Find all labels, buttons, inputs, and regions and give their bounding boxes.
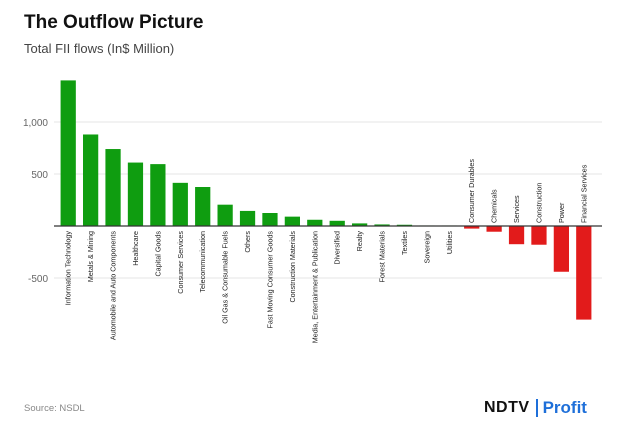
bar [239, 210, 256, 226]
category-label: Financial Services [579, 164, 588, 223]
category-label: Textiles [400, 231, 409, 255]
category-label: Media, Entertainment & Publication [310, 231, 319, 343]
bar [83, 134, 99, 226]
category-label: Diversified [333, 231, 342, 265]
bar [553, 226, 569, 272]
category-label: Realty [355, 231, 364, 252]
category-label: Others [243, 231, 252, 253]
bar [396, 224, 413, 226]
category-label: Services [512, 195, 521, 223]
category-label: Metals & Mining [86, 231, 95, 282]
chart-title: The Outflow Picture [24, 12, 204, 33]
bar [172, 182, 188, 226]
category-label: Chemicals [490, 189, 499, 223]
bar [105, 149, 121, 226]
bar [127, 162, 144, 226]
bar [576, 226, 592, 320]
category-label: Construction Materials [288, 231, 297, 303]
category-label: Information Technology [64, 231, 73, 306]
category-label: Capital Goods [153, 231, 162, 277]
bar [329, 220, 345, 226]
category-label: Sovereign [422, 231, 431, 263]
category-label: Telecommunication [198, 231, 207, 293]
y-tick-label: -500 [28, 274, 48, 285]
bar [486, 226, 502, 232]
bar [262, 213, 278, 226]
category-label: Construction [534, 183, 543, 223]
bar [531, 226, 547, 245]
category-label: Automobile and Auto Components [109, 231, 118, 340]
bar [60, 80, 76, 227]
bar [195, 187, 211, 226]
logo-divider [535, 399, 538, 417]
bar [150, 164, 166, 226]
logo-ndtv-text: NDTV [484, 399, 530, 416]
y-tick-label: 1,000 [23, 118, 48, 129]
category-label: Healthcare [131, 231, 140, 266]
category-label: Consumer Services [176, 231, 185, 294]
chart-subtitle: Total FII flows (In$ Million) [24, 41, 175, 56]
logo-profit-text: Profit [542, 398, 587, 417]
ndtv-profit-logo: NDTV Profit [484, 397, 587, 419]
bar [217, 204, 233, 226]
category-label: Forest Materials [378, 231, 387, 283]
bar [374, 224, 390, 226]
bar [464, 226, 480, 229]
bar [307, 219, 323, 226]
category-label: Consumer Durables [467, 159, 476, 223]
source-note: Source: NSDL [24, 403, 85, 414]
bar [508, 226, 525, 245]
bar [352, 223, 368, 226]
bar [284, 216, 300, 226]
category-label: Power [557, 202, 566, 223]
category-label: Fast Moving Consumer Goods [265, 231, 274, 329]
category-label: Oil Gas & Consumable Fuels [221, 231, 230, 324]
y-tick-label: 500 [31, 170, 48, 181]
category-label: Utilities [445, 231, 454, 255]
